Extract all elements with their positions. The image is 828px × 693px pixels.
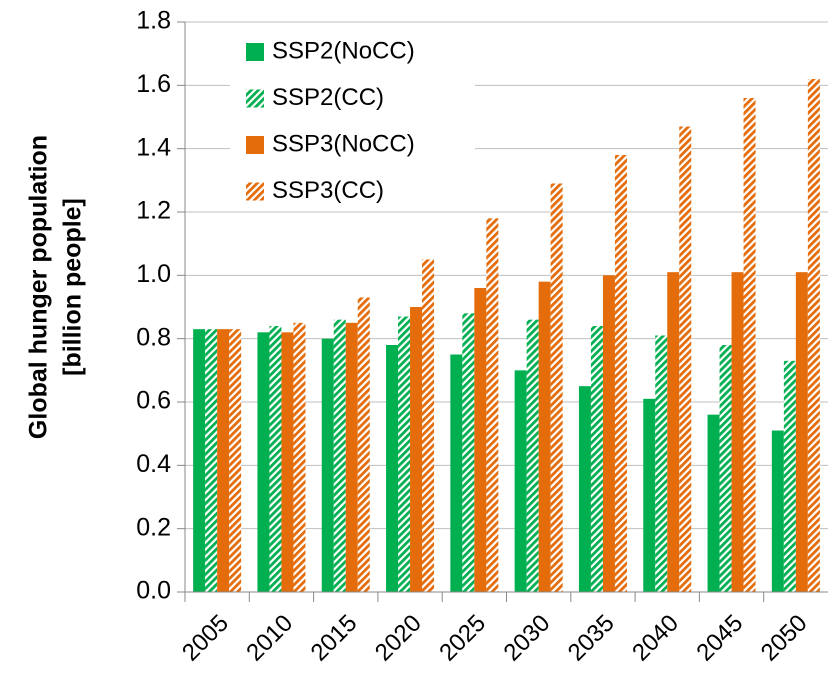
x-tick-label: 2015 [306,610,363,667]
bar [643,398,656,592]
y-tick-label: 0.4 [136,450,171,478]
bar [217,329,230,592]
y-tick-label: 0.6 [136,387,171,415]
y-tick-label: 0.2 [136,513,171,541]
legend-swatch [246,89,264,108]
bar [526,319,539,592]
bar [269,326,282,592]
bar [486,218,499,593]
y-tick-label: 0.0 [136,577,171,605]
legend: SSP2(NoCC) SSP2(CC) SSP3(NoCC) SSP3(CC) [230,30,475,210]
bar [795,272,808,592]
bar [783,360,796,592]
legend-swatch [246,136,264,154]
bar [731,272,744,592]
bar [514,370,527,592]
bar [386,345,399,592]
legend-label: SSP2(NoCC) [272,37,415,64]
y-tick-label: 1.4 [136,133,171,161]
x-tick-label: 2020 [370,610,427,667]
legend-bg [230,30,475,210]
bar [257,332,270,592]
bar [398,316,411,592]
bar [538,281,551,592]
bar [474,288,487,592]
x-tick-label: 2035 [563,610,620,667]
bar [281,332,294,592]
x-tick-label: 2025 [434,610,491,667]
bar [293,322,306,592]
bar [422,259,435,592]
x-tick-label: 2005 [177,610,234,667]
bar [333,319,346,592]
x-tick-label: 2050 [756,610,813,667]
bar [743,98,756,592]
y-tick-label: 1.6 [136,70,171,98]
legend-swatch [246,182,264,201]
bar [771,430,784,592]
legend-label: SSP3(NoCC) [272,130,415,157]
bar [614,155,627,592]
bar [321,338,334,592]
y-tick-label: 0.8 [136,323,171,351]
bar [679,126,692,592]
bar [719,345,732,592]
legend-label: SSP2(CC) [272,84,384,111]
bar [590,326,603,592]
bar [667,272,680,592]
bar [578,386,591,592]
bar [602,275,615,592]
bar [229,329,242,592]
bar [550,183,563,592]
x-tick-label: 2010 [241,610,298,667]
x-tick-label: 2030 [499,610,556,667]
bar [707,414,720,592]
legend-label: SSP3(CC) [272,177,384,204]
y-tick-label: 1.2 [136,197,171,225]
bar [345,322,358,592]
y-axis-label: [billion people] [59,198,87,376]
x-tick-label: 2045 [691,610,748,667]
bar [807,79,820,592]
bar [410,307,423,592]
bar [655,335,668,592]
y-axis-label: Global hunger population [25,135,53,439]
bar [205,329,218,592]
y-tick-label: 1.8 [136,7,171,35]
bar [357,297,370,592]
bar [193,329,206,592]
bar [450,354,463,592]
bar [462,313,475,592]
legend-swatch [246,43,264,61]
y-tick-label: 1.0 [136,260,171,288]
x-tick-label: 2040 [627,610,684,667]
